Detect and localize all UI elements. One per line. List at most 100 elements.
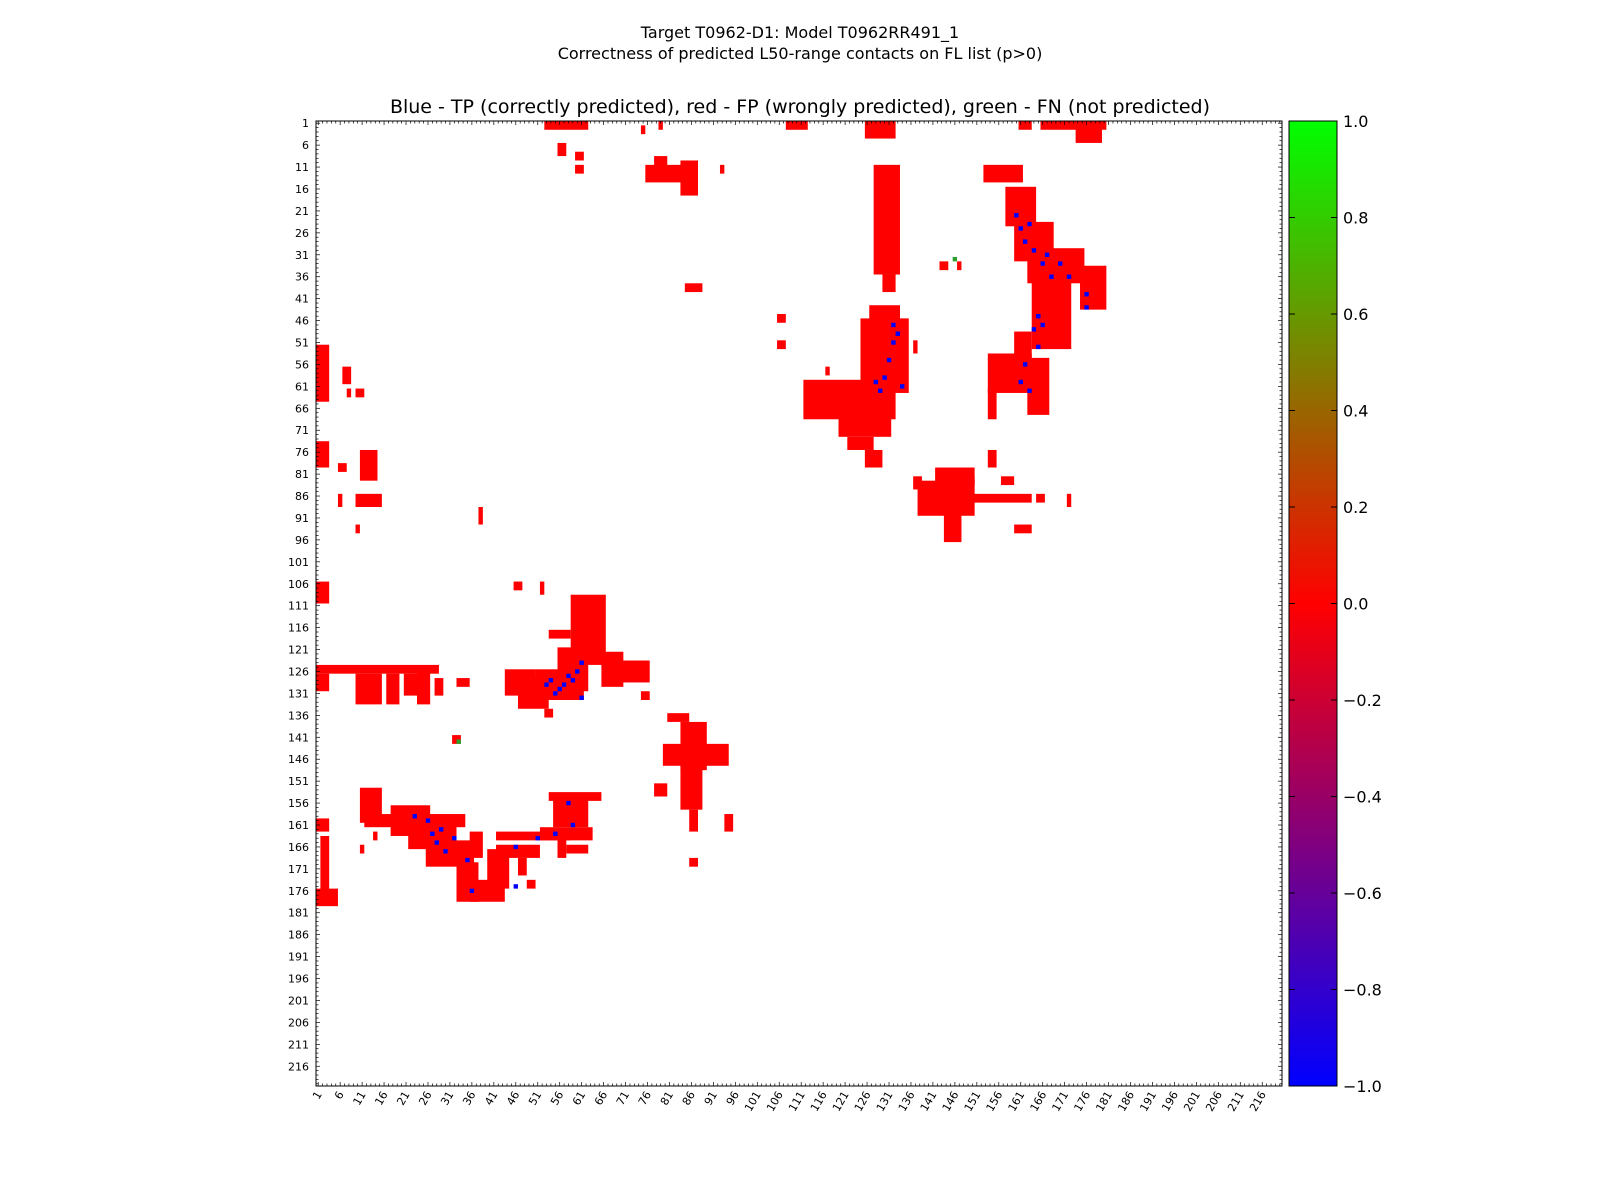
fp-region-72 (618, 660, 650, 683)
tp-cell-6 (570, 678, 576, 683)
y-tick-label: 161 (288, 819, 309, 832)
x-tick-label: 141 (918, 1089, 940, 1114)
fp-region-14 (983, 164, 1023, 183)
fp-region-60 (355, 524, 360, 534)
fp-region-3 (575, 164, 584, 174)
fp-region-90 (689, 857, 699, 867)
y-tick-label: 141 (288, 731, 309, 744)
fp-region-28 (869, 305, 900, 323)
fp-region-63 (513, 581, 523, 591)
tp-cell-43 (1049, 274, 1054, 279)
fp-region-88 (654, 783, 668, 797)
colorbar-tick-label: −0.4 (1343, 788, 1382, 807)
y-tick-label: 86 (295, 490, 309, 503)
fp-region-24 (1018, 121, 1032, 130)
fp-region-71 (601, 651, 624, 687)
tp-cell-44 (1058, 261, 1063, 266)
x-tick-label: 161 (1006, 1089, 1028, 1114)
y-tick-label: 136 (288, 709, 309, 722)
fp-region-96 (566, 844, 589, 854)
fp-region-8 (680, 160, 699, 196)
fp-region-26 (1075, 121, 1102, 143)
tp-cell-48 (1036, 314, 1041, 319)
fp-region-54 (346, 388, 352, 398)
x-tick-label: 126 (852, 1089, 874, 1114)
x-tick-label: 51 (526, 1089, 544, 1108)
fp-region-46 (1014, 524, 1032, 534)
tp-cell-46 (1084, 292, 1089, 297)
x-tick-label: 136 (896, 1089, 918, 1114)
fp-region-31 (838, 414, 892, 437)
y-tick-label: 91 (295, 512, 309, 525)
fp-region-107 (517, 857, 527, 876)
fp-region-74 (504, 669, 536, 696)
fp-region-7 (654, 156, 668, 170)
y-tick-label: 36 (295, 271, 309, 284)
fp-region-106 (496, 844, 540, 858)
x-tick-label: 211 (1225, 1089, 1247, 1114)
y-tick-label: 21 (295, 205, 309, 218)
fp-region-91 (452, 735, 461, 744)
plot-frame (315, 120, 1283, 1087)
tp-cell-39 (1027, 221, 1032, 227)
fp-region-47 (1066, 493, 1072, 507)
fp-region-10 (785, 121, 808, 130)
x-tick-label: 216 (1247, 1089, 1269, 1114)
fp-region-1 (557, 142, 567, 157)
y-tick-label: 116 (288, 622, 309, 635)
x-tick-label: 71 (614, 1089, 632, 1108)
tp-cell-31 (895, 331, 900, 336)
tp-cell-51 (1040, 322, 1045, 328)
fp-region-4 (640, 125, 646, 135)
fn-cell-1 (456, 739, 461, 744)
fp-region-34 (777, 314, 786, 323)
y-tick-label: 11 (295, 161, 309, 174)
fp-region-18 (1080, 265, 1107, 310)
tp-cell-29 (891, 340, 896, 345)
fp-region-25 (1040, 121, 1107, 130)
y-tick-label: 101 (288, 556, 309, 569)
y-tick-label: 6 (302, 139, 309, 152)
fp-region-105 (487, 849, 510, 889)
fp-region-82 (456, 678, 470, 687)
tp-cell-34 (1018, 379, 1023, 385)
fp-region-69 (548, 629, 571, 639)
x-tick-label: 186 (1115, 1089, 1137, 1114)
tp-cell-7 (575, 669, 580, 674)
y-tick-label: 216 (288, 1060, 309, 1073)
tp-cell-47 (1084, 305, 1089, 310)
y-tick-label: 76 (295, 446, 309, 459)
contact-cells (316, 121, 1107, 907)
x-tick-label: 166 (1028, 1089, 1050, 1114)
fp-region-52 (342, 366, 352, 385)
fp-region-77 (355, 673, 382, 705)
x-tick-label: 106 (764, 1089, 786, 1114)
x-tick-label: 56 (548, 1089, 566, 1108)
tp-cell-9 (579, 660, 584, 665)
fp-region-83 (667, 713, 690, 722)
fp-region-45 (970, 476, 975, 486)
fp-region-21 (987, 353, 1032, 393)
fp-region-86 (680, 765, 703, 810)
fp-region-97 (496, 831, 571, 841)
y-tick-label: 156 (288, 797, 309, 810)
y-tick-label: 191 (288, 951, 309, 964)
fp-region-22 (1027, 357, 1050, 415)
x-tick-label: 206 (1203, 1089, 1225, 1114)
tp-cell-12 (430, 831, 435, 836)
x-tick-label: 121 (830, 1089, 852, 1114)
fp-region-41 (913, 476, 922, 490)
fp-region-95 (557, 835, 567, 858)
fp-region-48 (939, 261, 949, 271)
fp-region-30 (803, 379, 896, 420)
x-tick-label: 31 (438, 1089, 456, 1108)
y-tick-label: 111 (288, 600, 309, 613)
fp-region-76 (316, 673, 330, 692)
x-tick-label: 81 (658, 1089, 676, 1108)
fp-region-37 (917, 480, 975, 516)
fp-region-62 (316, 581, 330, 604)
x-tick-label: 66 (592, 1089, 610, 1108)
tp-cell-26 (878, 388, 883, 393)
tp-cell-4 (561, 682, 567, 687)
y-tick-label: 131 (288, 687, 309, 700)
